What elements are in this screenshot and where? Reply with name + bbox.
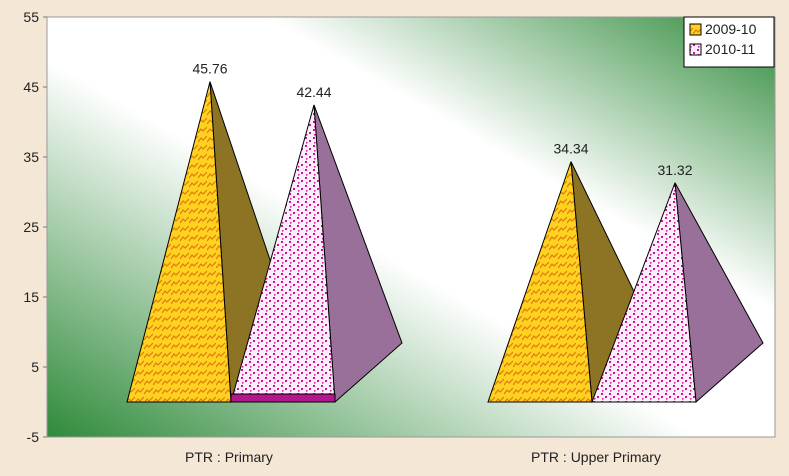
- pyramids: 45.76 42.44 34.34 31.32: [126, 61, 764, 404]
- legend-swatch: [689, 23, 702, 36]
- x-category-label: PTR : Upper Primary: [531, 449, 661, 465]
- x-axis: PTR : Primary PTR : Upper Primary: [185, 449, 661, 465]
- data-label: 42.44: [296, 84, 331, 100]
- pyramid-front-face: [487, 161, 593, 403]
- y-axis: 55 45 35 25 15 5 -5: [23, 9, 47, 445]
- y-tick-label: 15: [23, 289, 39, 305]
- y-tick-label: 25: [23, 219, 39, 235]
- pyramid-front-face: [126, 81, 232, 403]
- legend-label: 2010-11: [705, 41, 756, 57]
- y-tick-label: -5: [27, 429, 40, 445]
- y-tick-label: 45: [23, 79, 39, 95]
- pyramid-base-strip: [230, 393, 336, 403]
- legend-swatch: [689, 43, 702, 56]
- x-category-label: PTR : Primary: [185, 449, 273, 465]
- y-tick-label: 35: [23, 149, 39, 165]
- pyramid-front-face: [591, 182, 697, 403]
- data-label: 45.76: [192, 61, 227, 77]
- data-label: 31.32: [657, 162, 692, 178]
- data-label: 34.34: [553, 141, 588, 157]
- legend: 2009-10 2010-11: [683, 16, 775, 68]
- legend-label: 2009-10: [705, 21, 757, 37]
- y-tick-label: 55: [23, 9, 39, 25]
- y-tick-label: 5: [31, 359, 39, 375]
